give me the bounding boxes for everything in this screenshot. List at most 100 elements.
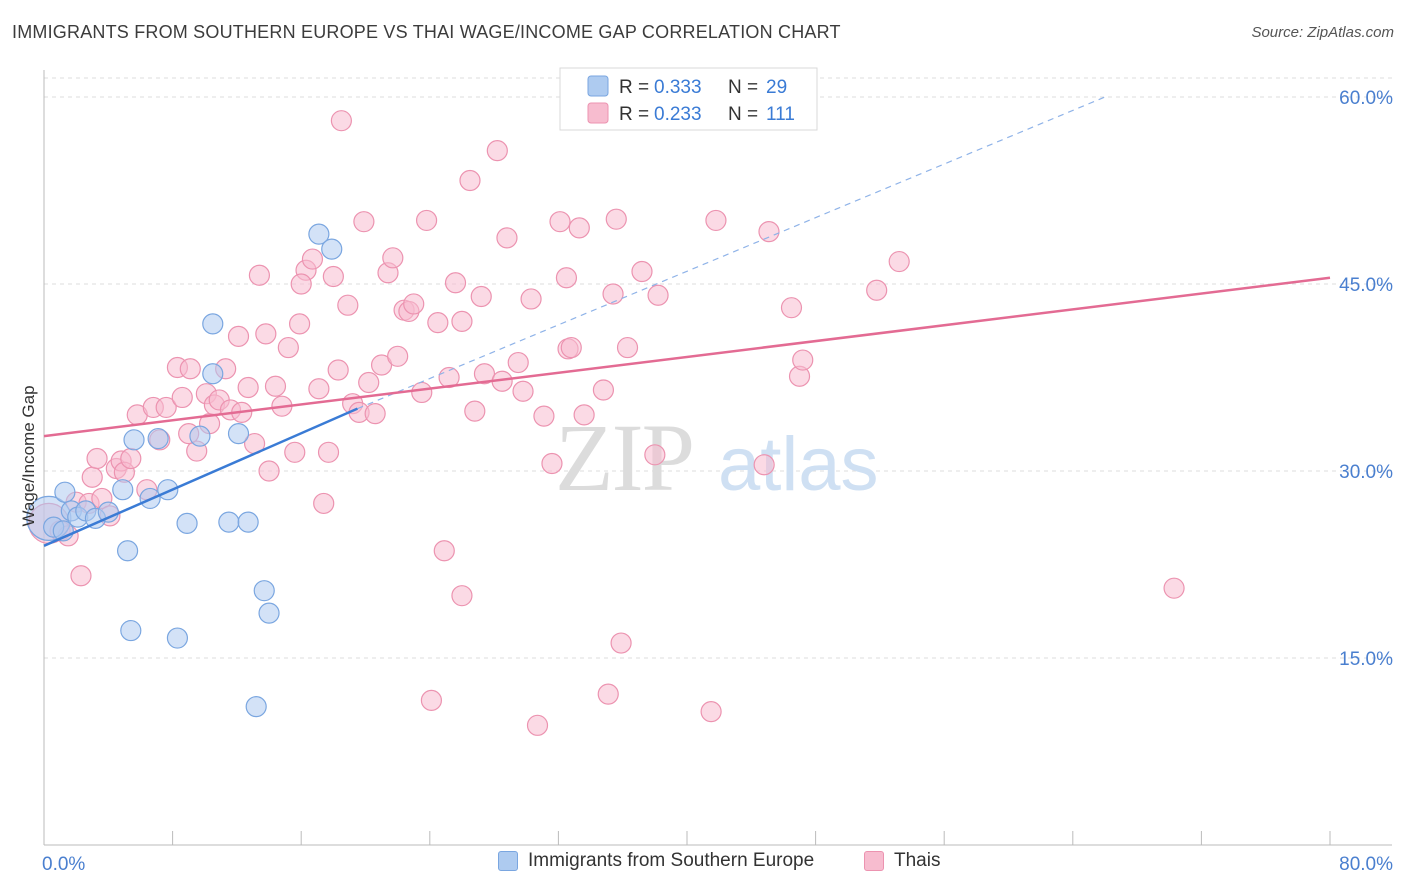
legend-pink-n-label: N =	[728, 104, 758, 125]
thais-point-33	[248, 264, 271, 286]
thais-point-6	[81, 466, 103, 488]
thais-point-49	[337, 294, 359, 316]
legend-label-thais: Thais	[894, 850, 941, 871]
y-tick-label-1: 30.0%	[1339, 462, 1393, 483]
thais-point-31	[237, 376, 259, 399]
thais-point-100	[758, 221, 780, 243]
trend-lines	[43, 96, 1331, 547]
southern-europe-trend-extension	[357, 96, 1106, 410]
legend-top: R = 0.333 N = 29 R = 0.233 N = 111	[559, 67, 818, 131]
southern-europe-point-9	[112, 479, 134, 501]
thais-point-48	[330, 110, 352, 132]
thais-point-36	[264, 375, 287, 397]
thais-point-29	[227, 325, 250, 347]
thais-point-87	[573, 404, 595, 426]
thais-point-75	[496, 227, 518, 249]
thais-point-42	[301, 248, 324, 270]
thais-point-94	[631, 260, 653, 283]
southern-europe-point-23	[258, 602, 280, 624]
southern-europe-point-3	[54, 481, 76, 503]
thais-point-80	[526, 714, 549, 736]
thais-point-53	[358, 371, 380, 394]
thais-point-66	[433, 540, 455, 562]
x-tick-label-0: 0.0%	[42, 854, 85, 875]
southern-europe-point-27	[120, 619, 142, 642]
thais-point-107	[555, 267, 578, 289]
thais-point-34	[255, 323, 277, 345]
thais-point-13	[120, 447, 142, 470]
thais-point-21	[179, 358, 201, 380]
y-tick-label-2: 45.0%	[1339, 275, 1393, 296]
thais-point-106	[1163, 577, 1185, 599]
southern-europe-point-8	[97, 501, 119, 523]
x-tick-label-1: 80.0%	[1339, 854, 1393, 875]
southern-europe-point-20	[237, 511, 259, 533]
thais-point-96	[647, 284, 669, 306]
thais-point-104	[866, 279, 888, 301]
thais-point-89	[597, 683, 619, 705]
legend-swatch-thais	[864, 851, 884, 871]
thais-point-54	[364, 403, 386, 425]
thais-point-47	[327, 359, 349, 381]
thais-point-38	[277, 336, 299, 359]
y-axis-label: Wage/Income Gap	[19, 385, 38, 526]
southern-europe-points	[26, 223, 343, 718]
source-label: Source: ZipAtlas.com	[1251, 24, 1394, 41]
watermark: ZIP atlas	[555, 404, 879, 511]
thais-point-71	[464, 400, 486, 422]
thais-point-52	[353, 211, 375, 233]
thais-point-45	[317, 441, 340, 463]
southern-europe-point-26	[116, 540, 139, 562]
southern-europe-trend-line	[43, 407, 358, 547]
legend-item-thais: Thais	[864, 850, 940, 872]
thais-point-20	[171, 386, 193, 409]
thais-point-63	[415, 209, 438, 232]
thais-point-86	[568, 217, 590, 239]
thais-point-39	[284, 441, 306, 463]
thais-point-4	[70, 565, 92, 587]
axis-layer	[43, 70, 1392, 846]
y-tick-label-0: 15.0%	[1339, 649, 1393, 670]
thais-point-105	[888, 250, 910, 273]
legend-swatch-southern-europe	[498, 851, 518, 871]
thais-point-69	[451, 585, 473, 607]
legend-blue-n-value: 29	[766, 77, 787, 98]
thais-point-90	[602, 283, 624, 305]
legend-blue-r-label: R =	[619, 77, 649, 98]
thais-point-98	[705, 209, 727, 232]
legend-item-southern-europe: Immigrants from Southern Europe	[498, 850, 814, 872]
thais-point-40	[288, 313, 311, 335]
thais-point-82	[541, 452, 563, 475]
thais-point-95	[644, 444, 666, 466]
legend-pink-r-value: 0.233	[654, 104, 702, 125]
thais-point-18	[155, 396, 177, 419]
thais-point-110	[451, 310, 473, 332]
thais-point-88	[592, 379, 615, 401]
thais-point-92	[610, 632, 632, 654]
thais-point-103	[792, 349, 814, 371]
thais-point-7	[86, 447, 108, 470]
thais-point-62	[411, 381, 433, 404]
legend-bottom: Immigrants from Southern Europe Thais	[0, 848, 1406, 878]
thais-point-97	[700, 701, 722, 723]
southern-europe-point-24	[308, 223, 330, 245]
southern-europe-point-25	[321, 238, 343, 260]
thais-point-73	[473, 363, 496, 385]
thais-point-79	[520, 288, 542, 310]
southern-europe-point-15	[189, 425, 211, 447]
legend-pink-swatch	[587, 102, 609, 124]
watermark-atlas: atlas	[718, 422, 879, 507]
thais-point-78	[512, 380, 534, 402]
southern-europe-point-21	[245, 696, 267, 718]
southern-europe-point-28	[166, 627, 189, 649]
grid-layer	[44, 77, 1392, 659]
southern-europe-point-22	[253, 580, 275, 602]
thais-point-70	[459, 169, 481, 192]
thais-point-109	[290, 273, 312, 295]
tick-labels: 15.0% 30.0% 45.0% 60.0% 0.0% 80.0%	[42, 88, 1393, 875]
thais-trend-line	[43, 276, 1331, 438]
thais-point-91	[605, 208, 627, 230]
thais-point-55	[370, 354, 393, 376]
legend-label-southern-europe: Immigrants from Southern Europe	[528, 850, 815, 871]
